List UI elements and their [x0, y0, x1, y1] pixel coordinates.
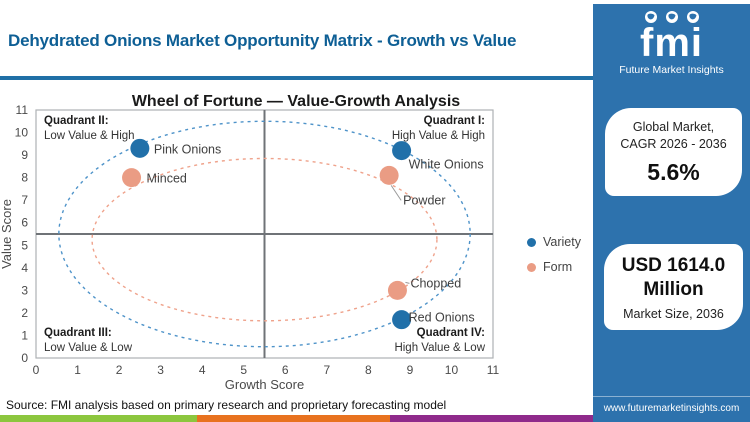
y-tick-label: 2 — [21, 306, 28, 320]
legend-label: Form — [543, 260, 573, 274]
y-tick-label: 8 — [21, 171, 28, 185]
x-tick-label: 7 — [323, 363, 330, 377]
x-tick-label: 11 — [487, 363, 500, 377]
chart-legend: Variety Form — [527, 235, 581, 285]
x-tick-label: 1 — [74, 363, 81, 377]
logo-globe-icons — [593, 10, 750, 25]
market-size-value: USD 1614.0 Million — [621, 254, 726, 300]
chart-title: Wheel of Fortune — Value-Growth Analysis — [132, 93, 460, 110]
y-tick-label: 4 — [21, 261, 28, 275]
y-tick-label: 6 — [21, 216, 28, 230]
header-divider — [0, 76, 593, 80]
x-tick-label: 8 — [365, 363, 372, 377]
x-tick-label: 2 — [116, 363, 123, 377]
y-tick-label: 0 — [21, 351, 28, 365]
legend-dot — [527, 262, 536, 272]
legend-item-form: Form — [527, 260, 581, 274]
x-tick-label: 10 — [445, 363, 459, 377]
fmi-logo: fmi Future Market Insights — [593, 10, 750, 76]
point-label: Pink Onions — [154, 142, 221, 156]
cagr-value: 5.6% — [647, 158, 700, 185]
x-tick-label: 0 — [33, 363, 40, 377]
footer-stripe — [0, 415, 197, 422]
point-leader-line — [405, 281, 410, 284]
globe-icon — [644, 11, 657, 23]
footer-stripe — [389, 415, 593, 422]
market-size-card: USD 1614.0 Million Market Size, 2036 — [604, 244, 743, 330]
x-tick-label: 9 — [407, 363, 414, 377]
wheel-ellipse-variety — [58, 120, 471, 348]
y-tick-label: 7 — [21, 193, 28, 207]
quadrant-name: Quadrant I: — [424, 115, 485, 127]
y-axis-title: Value Score — [0, 199, 14, 269]
data-point-powder — [379, 165, 399, 185]
website-link[interactable]: www.futuremarketinsights.com — [593, 396, 750, 422]
footer-stripe — [196, 415, 390, 422]
quadrant-desc: Low Value & Low — [44, 342, 133, 354]
x-axis-title: Growth Score — [225, 377, 304, 392]
point-label: Minced — [147, 172, 187, 186]
logo-tagline: Future Market Insights — [619, 64, 724, 76]
y-tick-label: 9 — [21, 148, 28, 162]
x-tick-label: 5 — [240, 363, 247, 377]
y-tick-label: 1 — [21, 328, 28, 342]
point-label: Red Onions — [409, 311, 475, 325]
y-tick-label: 3 — [21, 283, 28, 297]
cagr-card: Global Market, CAGR 2026 - 2036 5.6% — [605, 108, 742, 196]
x-tick-label: 3 — [157, 363, 164, 377]
data-point-red-onions — [392, 310, 412, 330]
cagr-card-line1: Global Market, — [632, 119, 715, 134]
quadrant-desc: Low Value & High — [44, 130, 135, 142]
source-note: Source: FMI analysis based on primary re… — [6, 398, 447, 412]
quadrant-desc: High Value & Low — [394, 342, 485, 354]
y-tick-label: 10 — [15, 126, 29, 140]
quadrant-desc: High Value & High — [392, 130, 485, 142]
page-title: Dehydrated Onions Market Opportunity Mat… — [8, 31, 517, 50]
data-point-minced — [122, 168, 142, 188]
point-leader-line — [390, 185, 402, 201]
x-tick-label: 4 — [199, 363, 206, 377]
legend-dot — [527, 237, 536, 247]
quadrant-name: Quadrant IV: — [417, 327, 485, 339]
data-point-chopped — [387, 280, 407, 300]
cagr-card-line2: CAGR 2026 - 2036 — [620, 136, 727, 151]
point-label: Powder — [403, 193, 445, 207]
legend-item-variety: Variety — [527, 235, 581, 249]
legend-label: Variety — [543, 235, 581, 249]
footer-stripes — [0, 415, 593, 422]
globe-icon — [665, 11, 678, 23]
logo-brand-text: fmi — [640, 21, 703, 65]
wheel-ellipse-form — [91, 157, 438, 322]
x-tick-label: 6 — [282, 363, 289, 377]
quadrant-name: Quadrant II: — [44, 115, 109, 127]
data-point-pink-onions — [130, 138, 150, 158]
y-tick-label: 11 — [16, 103, 29, 117]
y-tick-label: 5 — [21, 238, 28, 252]
globe-icon — [686, 11, 699, 23]
wheel-of-fortune-chart: Wheel of Fortune — Value-Growth Analysis… — [0, 93, 500, 392]
point-label: White Onions — [409, 158, 484, 172]
point-label: Chopped — [410, 276, 461, 290]
data-point-white-onions — [392, 141, 412, 161]
quadrant-name: Quadrant III: — [44, 327, 112, 339]
brand-sidebar: fmi Future Market Insights Global Market… — [593, 4, 750, 422]
market-size-label: Market Size, 2036 — [623, 306, 724, 321]
